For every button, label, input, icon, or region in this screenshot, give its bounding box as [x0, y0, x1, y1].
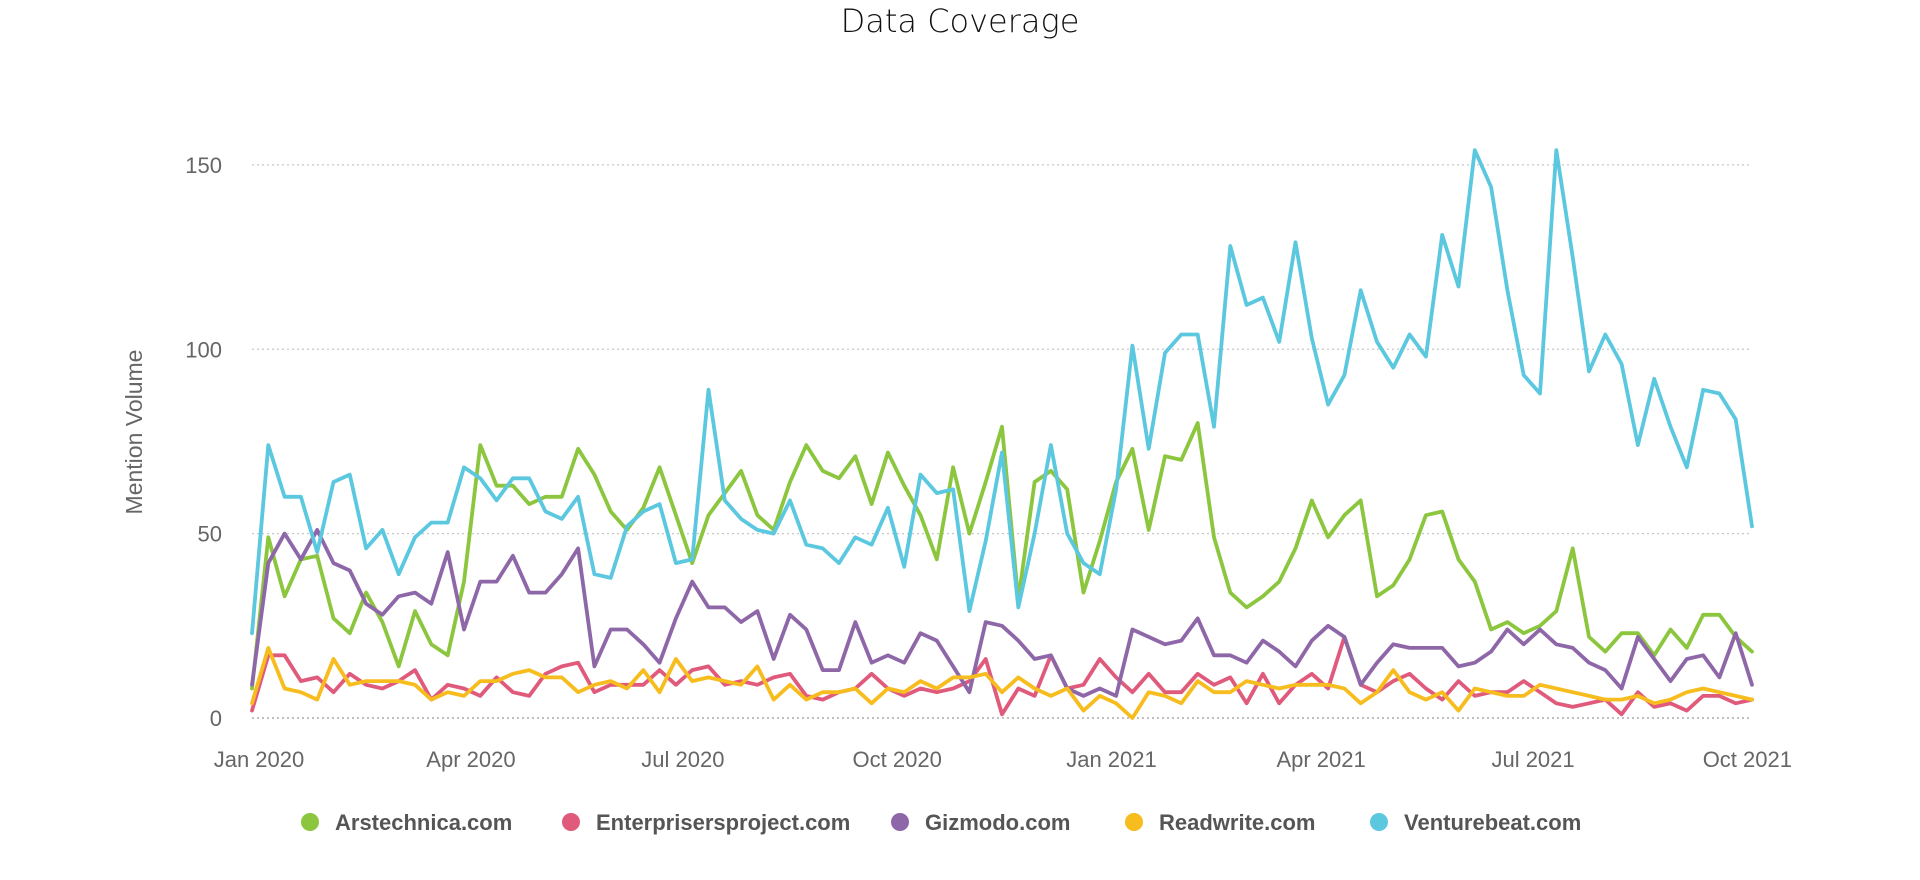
x-tick-label: Jan 2020 — [214, 747, 305, 772]
series-line-2 — [250, 528, 1754, 698]
y-tick-label: 150 — [185, 153, 222, 178]
legend-marker — [1370, 813, 1388, 831]
x-tick-label: Oct 2020 — [853, 747, 942, 772]
x-tick-label: Oct 2021 — [1703, 747, 1792, 772]
x-tick-label: Jul 2021 — [1491, 747, 1574, 772]
y-axis-title: Mention Volume — [121, 350, 147, 515]
series-line-0 — [250, 421, 1754, 691]
gridlines — [252, 164, 1752, 719]
y-tick-label: 0 — [210, 706, 222, 731]
chart-title: Data Coverage — [840, 2, 1080, 40]
legend-label: Enterprisersproject.com — [596, 810, 850, 835]
series-line-4 — [250, 148, 1754, 636]
legend-marker — [562, 813, 580, 831]
series-line-3 — [250, 646, 1754, 720]
legend-label: Readwrite.com — [1159, 810, 1316, 835]
y-axis-ticks: 0 50 100 150 — [185, 153, 222, 731]
x-tick-label: Apr 2020 — [426, 747, 515, 772]
legend-label: Arstechnica.com — [335, 810, 512, 835]
series-lines — [250, 148, 1754, 720]
legend-label: Venturebeat.com — [1404, 810, 1581, 835]
legend-marker — [301, 813, 319, 831]
series-line-1 — [250, 635, 1754, 717]
legend: Arstechnica.com Enterprisersproject.com Gi… — [301, 810, 1581, 835]
legend-marker — [891, 813, 909, 831]
x-tick-label: Apr 2021 — [1276, 747, 1365, 772]
legend-marker — [1125, 813, 1143, 831]
x-axis-ticks: Jan 2020 Apr 2020 Jul 2020 Oct 2020 Jan 2021… — [214, 747, 1792, 772]
legend-label: Gizmodo.com — [925, 810, 1070, 835]
x-tick-label: Jul 2020 — [641, 747, 724, 772]
y-tick-label: 100 — [185, 337, 222, 362]
x-tick-label: Jan 2021 — [1066, 747, 1157, 772]
y-tick-label: 50 — [198, 522, 222, 547]
